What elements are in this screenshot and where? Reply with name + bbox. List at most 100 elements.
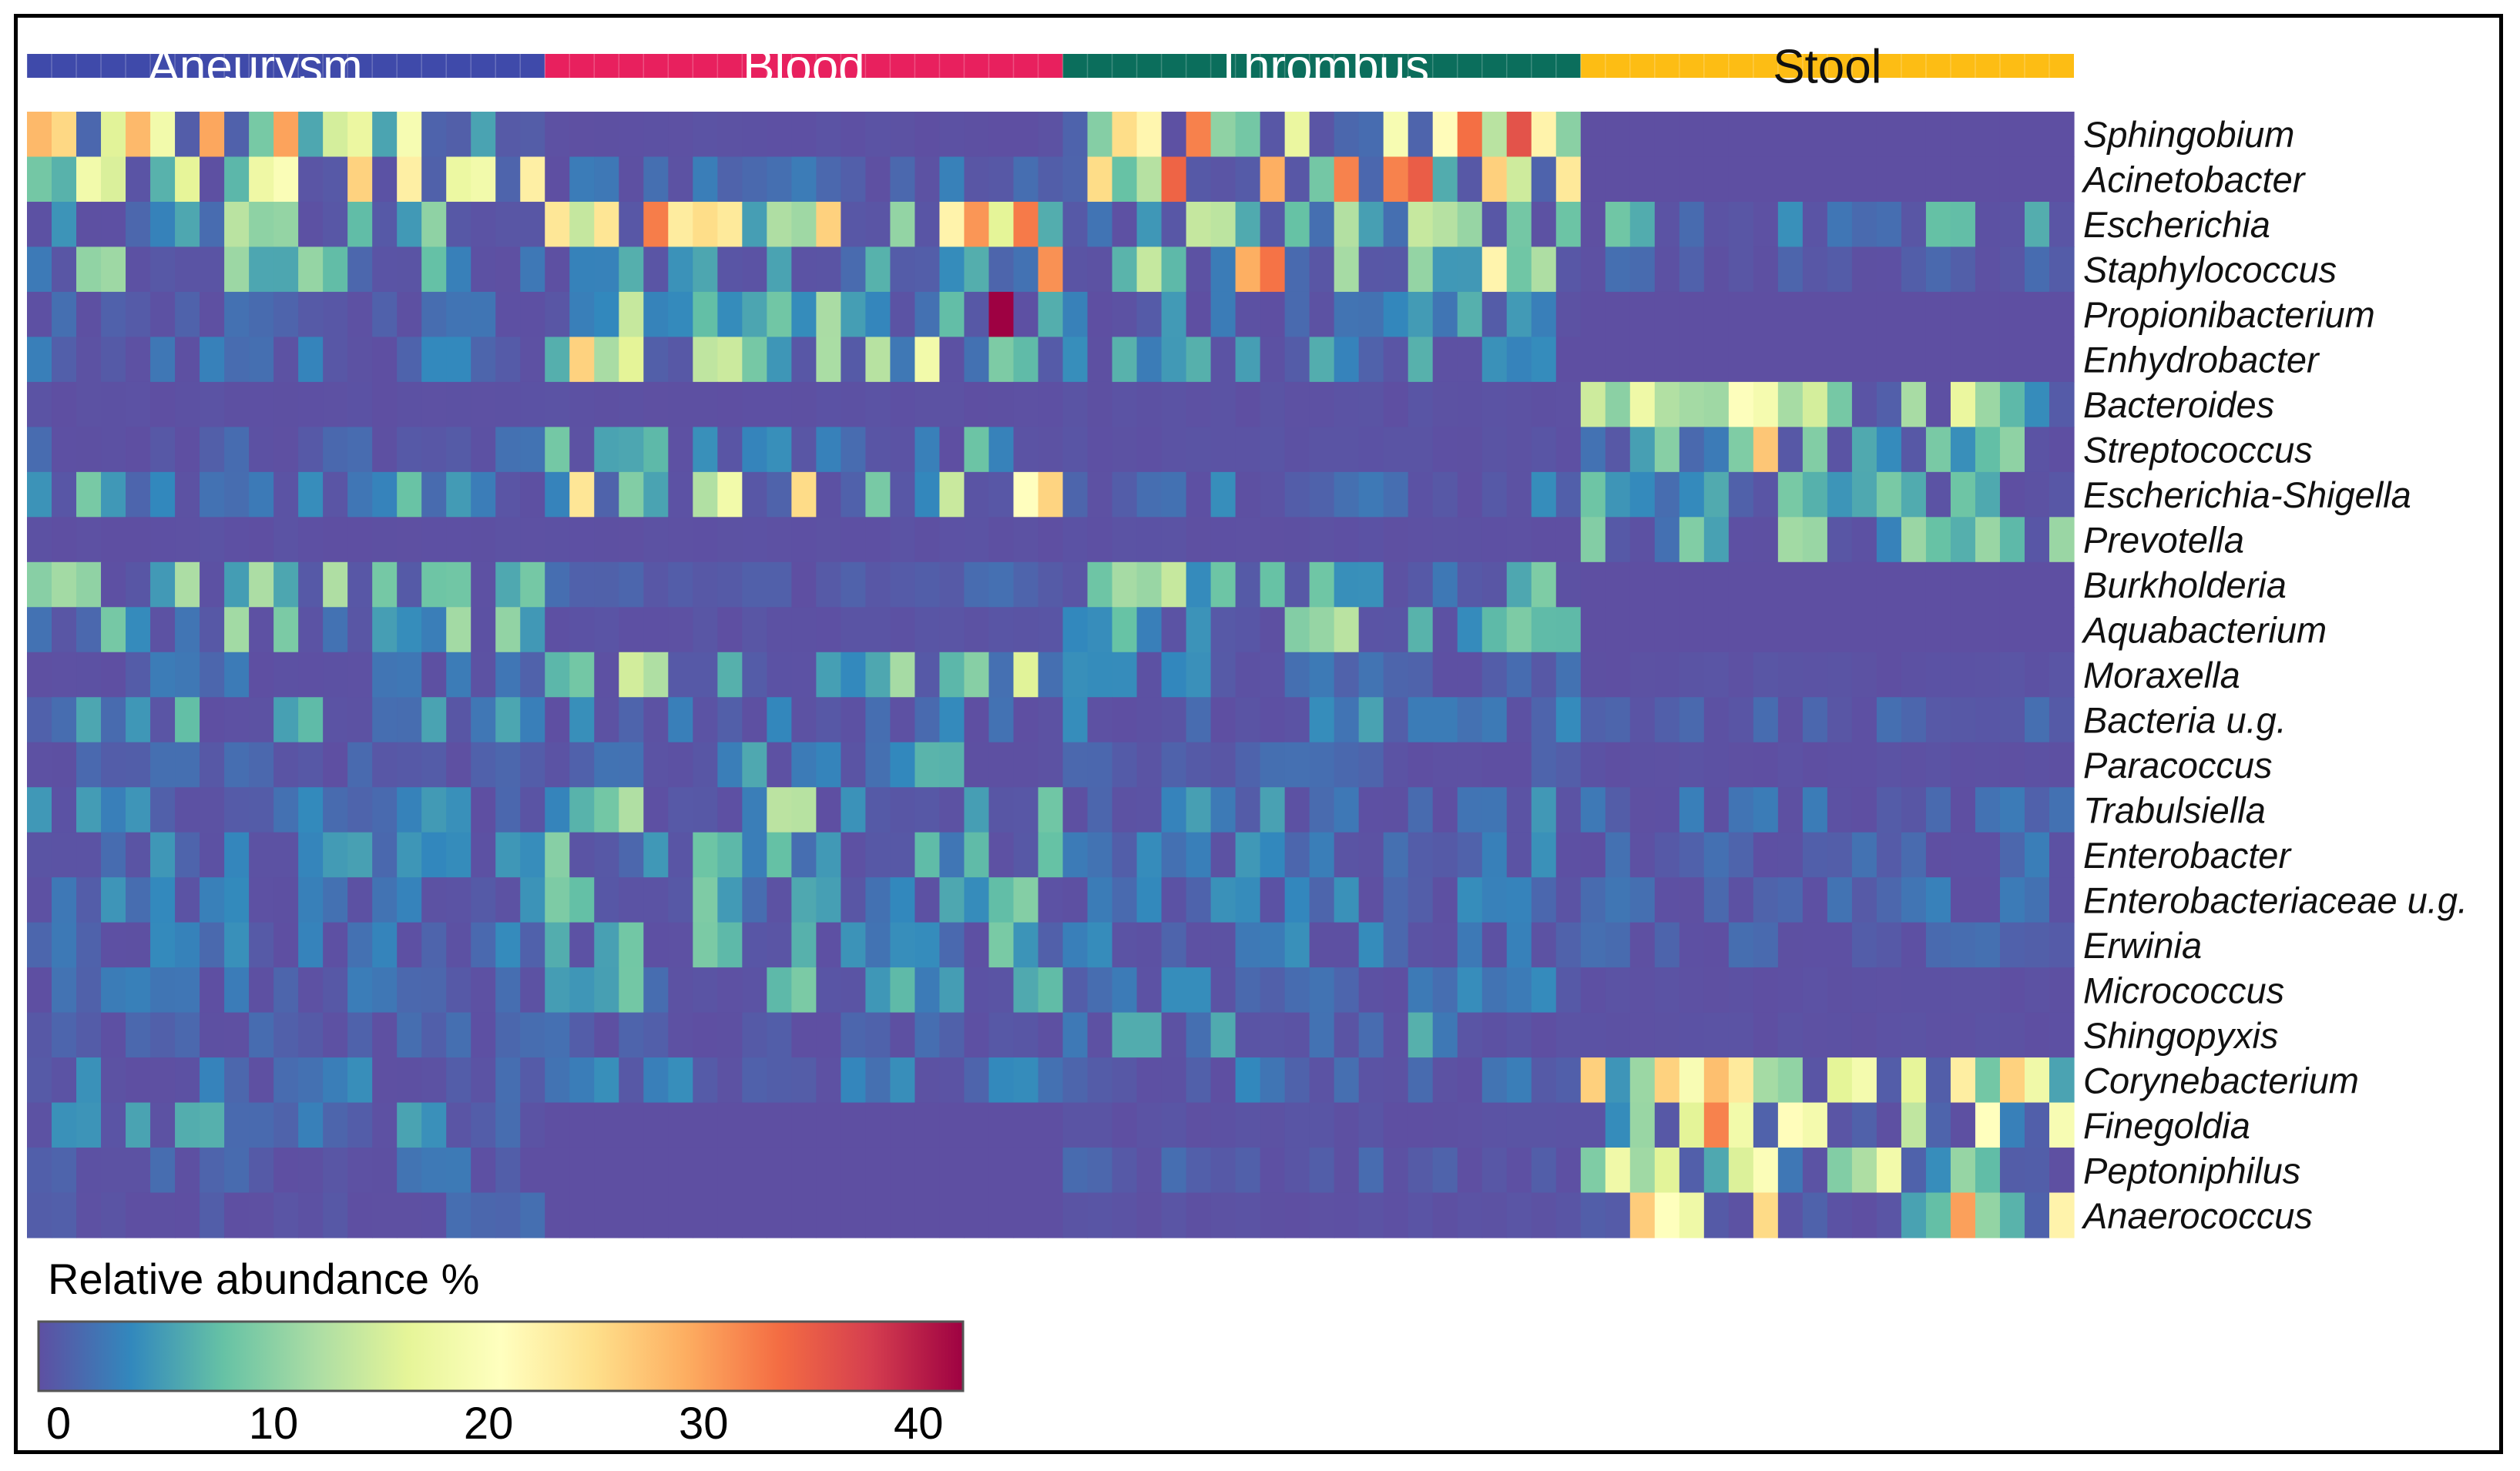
heatmap-cell: [520, 832, 545, 878]
heatmap-cell: [914, 337, 941, 383]
heatmap-cell: [1383, 1057, 1409, 1104]
heatmap-cell: [397, 1102, 422, 1148]
heatmap-cell: [964, 607, 990, 653]
heatmap-cell: [347, 471, 373, 518]
heatmap-cell: [27, 1192, 52, 1238]
heatmap-cell: [1999, 1192, 2025, 1238]
heatmap-cell: [939, 1192, 965, 1238]
heatmap-cell: [1136, 967, 1163, 1014]
heatmap-cell: [1802, 1057, 1828, 1104]
heatmap-cell: [1481, 337, 1508, 383]
heatmap-cell: [1112, 517, 1138, 563]
heatmap-cell: [1999, 607, 2025, 653]
heatmap-cell: [1087, 201, 1113, 248]
heatmap-cell: [717, 697, 743, 743]
heatmap-cell: [347, 1192, 373, 1238]
group-label-aneurysm: Aneurysm: [148, 41, 363, 94]
row-label: Paracoccus: [2083, 745, 2273, 786]
heatmap-cell: [1358, 697, 1384, 743]
heatmap-cell: [1753, 1057, 1779, 1104]
heatmap-cell: [1457, 922, 1483, 968]
heatmap-cell: [298, 742, 324, 788]
heatmap-cell: [2049, 607, 2075, 653]
heatmap-cell: [1802, 1012, 1828, 1058]
heatmap-cell: [1112, 1102, 1138, 1148]
heatmap-cell: [1580, 832, 1606, 878]
heatmap-cell: [939, 1057, 965, 1104]
heatmap-cell: [495, 427, 521, 473]
heatmap-cell: [1629, 427, 1656, 473]
heatmap-cell: [1432, 517, 1458, 563]
heatmap-cell: [964, 427, 990, 473]
heatmap-cell: [1802, 517, 1828, 563]
heatmap-cell: [1925, 697, 1951, 743]
heatmap-cell: [1432, 156, 1458, 203]
heatmap-cell: [27, 652, 52, 698]
heatmap-cell: [1531, 246, 1557, 293]
heatmap-cell: [1358, 471, 1384, 518]
heatmap-cell: [1112, 607, 1138, 653]
heatmap-cell: [1309, 246, 1335, 293]
heatmap-cell: [1284, 1012, 1310, 1058]
heatmap-cell: [101, 697, 126, 743]
heatmap-cell: [1358, 652, 1384, 698]
heatmap-cell: [1383, 471, 1409, 518]
heatmap-cell: [841, 1102, 867, 1148]
heatmap-cell: [372, 517, 398, 563]
heatmap-cell: [1999, 156, 2025, 203]
heatmap-cell: [717, 112, 743, 158]
heatmap-cell: [1186, 1102, 1212, 1148]
heatmap-cell: [372, 427, 398, 473]
heatmap-cell: [1827, 832, 1853, 878]
heatmap-cell: [1087, 607, 1113, 653]
heatmap-cell: [1136, 427, 1163, 473]
heatmap-cell: [643, 561, 669, 608]
heatmap-cell: [569, 517, 595, 563]
heatmap-cell: [569, 1148, 595, 1194]
heatmap-cell: [1334, 471, 1360, 518]
group-label-thrombus: Thrombus: [1214, 41, 1429, 94]
heatmap-cell: [1679, 246, 1705, 293]
heatmap-cell: [643, 877, 669, 923]
heatmap-cell: [964, 471, 990, 518]
heatmap-cell: [52, 471, 77, 518]
heatmap-cell: [841, 607, 867, 653]
heatmap-cell: [1629, 1148, 1656, 1194]
heatmap-cell: [323, 381, 348, 427]
heatmap-cell: [1777, 967, 1804, 1014]
heatmap-cell: [323, 832, 348, 878]
heatmap-cell: [397, 1148, 422, 1194]
heatmap-cell: [1013, 607, 1039, 653]
heatmap-cell: [495, 112, 521, 158]
heatmap-cell: [939, 517, 965, 563]
heatmap-cell: [1210, 381, 1237, 427]
heatmap-cell: [1950, 742, 1976, 788]
heatmap-cell: [1432, 427, 1458, 473]
heatmap-cell: [298, 922, 324, 968]
heatmap-cell: [569, 832, 595, 878]
heatmap-cell: [1703, 561, 1730, 608]
heatmap-cell: [939, 112, 965, 158]
heatmap-cell: [1703, 742, 1730, 788]
heatmap-cell: [1580, 112, 1606, 158]
heatmap-cell: [841, 742, 867, 788]
heatmap-cell: [742, 607, 767, 653]
heatmap-cell: [1013, 697, 1039, 743]
heatmap-cell: [520, 112, 545, 158]
heatmap-cell: [1975, 246, 2001, 293]
row-label: Enterobacteriaceae u.g.: [2083, 880, 2468, 920]
heatmap-cell: [224, 337, 250, 383]
heatmap-cell: [323, 1012, 348, 1058]
heatmap-cell: [1999, 201, 2025, 248]
heatmap-cell: [1851, 877, 1877, 923]
heatmap-cell: [150, 1148, 176, 1194]
heatmap-cell: [1087, 652, 1113, 698]
heatmap-cell: [1334, 742, 1360, 788]
heatmap-cell: [1605, 1148, 1631, 1194]
heatmap-cell: [421, 697, 447, 743]
heatmap-cell: [939, 922, 965, 968]
heatmap-cell: [1605, 742, 1631, 788]
heatmap-cell: [76, 967, 102, 1014]
heatmap-cell: [200, 427, 225, 473]
heatmap-cell: [101, 427, 126, 473]
